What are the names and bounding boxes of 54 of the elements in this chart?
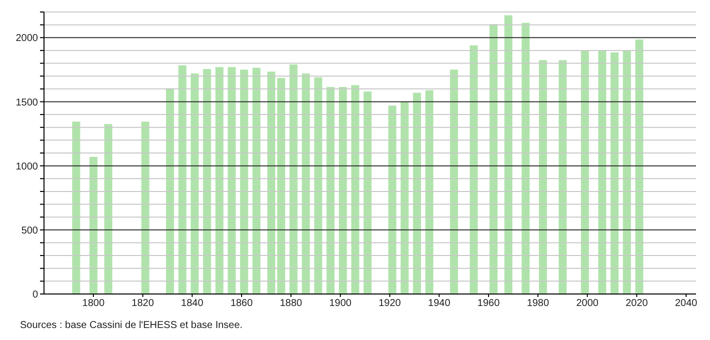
- bar: [522, 22, 530, 294]
- y-tick-label: 1500: [16, 97, 38, 108]
- y-tick-label: 0: [32, 290, 38, 301]
- x-tick-label: 1840: [181, 298, 204, 310]
- y-tick-label: 500: [21, 225, 38, 236]
- bar: [326, 86, 335, 294]
- bar: [252, 68, 260, 294]
- bar: [635, 40, 644, 294]
- bar: [203, 69, 212, 294]
- bar: [240, 70, 248, 294]
- bar: [314, 77, 322, 294]
- bar: [364, 91, 372, 294]
- bar: [470, 45, 478, 294]
- x-tick-label: 1920: [378, 298, 402, 310]
- x-tick-label: 1900: [329, 298, 352, 310]
- bar: [504, 15, 512, 294]
- x-tick-label: 2040: [674, 298, 698, 310]
- x-tick-label: 1860: [230, 298, 254, 310]
- bar: [141, 122, 150, 294]
- bar: [580, 50, 589, 294]
- bar: [290, 64, 298, 294]
- x-tick-label: 1820: [132, 298, 154, 310]
- bar: [450, 70, 458, 294]
- bar: [351, 85, 360, 294]
- bar: [228, 67, 236, 294]
- bar: [215, 67, 224, 294]
- x-tick-label: 1880: [280, 298, 303, 310]
- bar: [400, 102, 409, 294]
- y-tick-label: 2000: [16, 33, 38, 44]
- bar: [302, 74, 310, 294]
- bar: [166, 88, 174, 294]
- bar: [412, 92, 421, 294]
- source-note: Sources : base Cassini de l'EHESS et base Insee.: [20, 320, 244, 331]
- x-tick-label: 2000: [576, 298, 599, 310]
- x-tick-label: 1940: [428, 298, 451, 310]
- bar: [89, 156, 98, 294]
- bar: [72, 122, 80, 294]
- bar: [538, 60, 547, 294]
- bar: [178, 65, 186, 294]
- bar: [190, 74, 199, 294]
- x-tick-label: 1960: [477, 298, 500, 310]
- x-tick-label: 2020: [626, 298, 648, 310]
- y-tick-label: 1000: [16, 161, 38, 172]
- bar: [490, 24, 498, 294]
- bar: [338, 86, 347, 294]
- x-tick-label: 1800: [82, 298, 105, 310]
- bar: [598, 50, 606, 294]
- bar: [610, 52, 619, 294]
- bar: [558, 60, 567, 294]
- bar: [388, 106, 396, 294]
- bar: [622, 50, 631, 294]
- bar: [104, 124, 112, 294]
- x-tick-label: 1980: [526, 298, 550, 310]
- bar: [425, 90, 434, 294]
